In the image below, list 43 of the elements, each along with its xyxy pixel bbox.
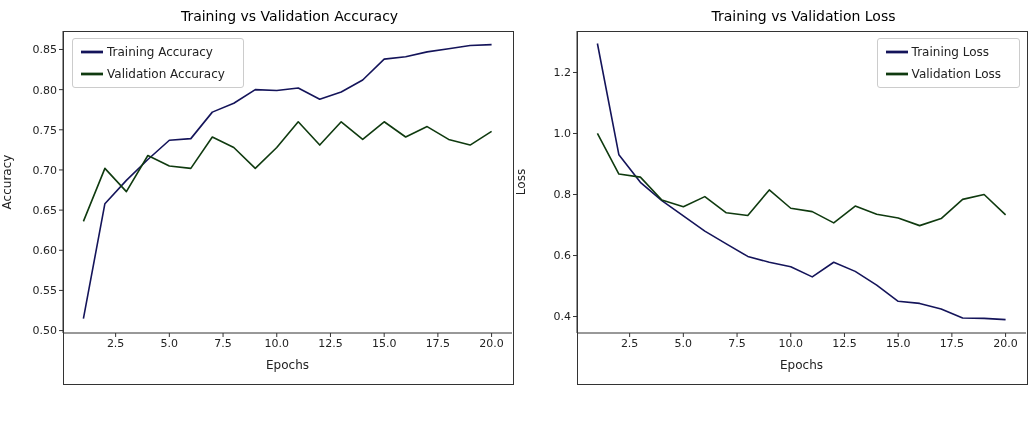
line-series: [596, 42, 1007, 321]
x-tick-label: 20.0: [993, 336, 1018, 350]
x-tick-label: 10.0: [264, 336, 290, 350]
y-tick-label: 1.0: [553, 127, 571, 141]
x-tick-label: 12.5: [832, 336, 857, 350]
y-tick-label: 0.4: [553, 310, 571, 324]
y-tick-label: 0.75: [32, 123, 57, 137]
y-tick-label: 0.60: [32, 244, 57, 258]
y-tick-label: 0.80: [32, 83, 57, 97]
y-axis-title: Accuracy: [0, 154, 15, 210]
chart-title: Training vs Validation Loss: [710, 8, 897, 24]
x-tick-label: 5.0: [674, 336, 693, 350]
x-tick-label: 7.5: [728, 336, 746, 350]
y-tick-label: 0.8: [553, 188, 571, 202]
y-tick-label: 0.50: [32, 324, 57, 338]
legend-label: Training Accuracy: [107, 44, 213, 59]
y-tick-label: 0.6: [553, 249, 571, 263]
x-tick-label: 17.5: [425, 336, 451, 350]
x-axis-title: Epochs: [266, 358, 309, 372]
x-tick-label: 15.0: [885, 336, 911, 350]
x-axis-title: Epochs: [780, 358, 823, 372]
line-series: [82, 120, 493, 223]
x-tick-label: 20.0: [479, 336, 504, 350]
x-tick-label: 17.5: [939, 336, 965, 350]
x-tick-label: 5.0: [160, 336, 179, 350]
x-tick-label: 2.5: [106, 336, 125, 350]
legend-label: Validation Accuracy: [107, 66, 225, 81]
y-tick-label: 0.85: [32, 43, 57, 57]
x-tick-label: 15.0: [371, 336, 397, 350]
chart-title: Training vs Validation Accuracy: [179, 8, 400, 24]
legend-label: Validation Loss: [911, 66, 1001, 81]
x-tick-label: 10.0: [778, 336, 804, 350]
y-tick-label: 0.70: [32, 163, 57, 177]
y-tick-label: 0.65: [32, 204, 57, 218]
y-axis-title: Loss: [514, 168, 529, 196]
y-tick-label: 0.55: [32, 284, 57, 298]
line-series: [596, 132, 1007, 227]
x-tick-label: 2.5: [620, 336, 639, 350]
y-tick-label: 1.2: [553, 66, 571, 80]
x-tick-label: 12.5: [318, 336, 343, 350]
line-series: [82, 43, 493, 320]
x-tick-label: 7.5: [214, 336, 232, 350]
legend-label: Training Loss: [911, 44, 990, 59]
